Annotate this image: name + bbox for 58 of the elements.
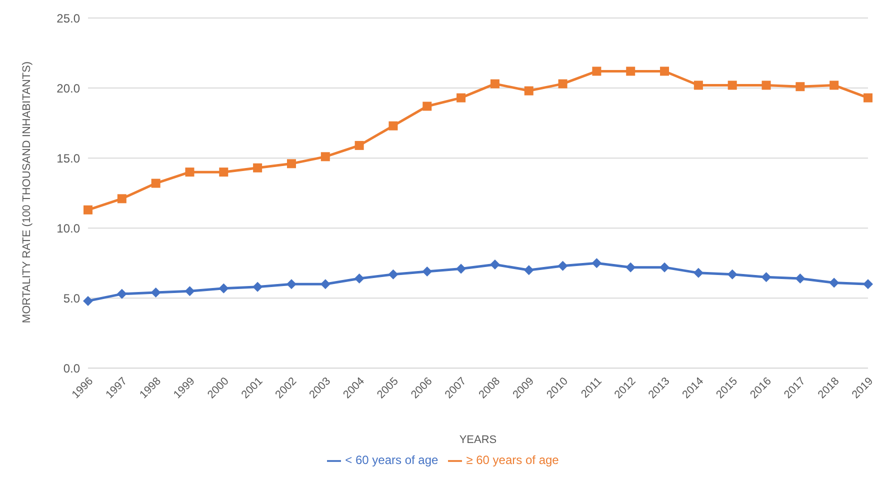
y-tick-label: 5.0 — [63, 291, 80, 306]
point — [863, 279, 873, 290]
point — [830, 80, 839, 90]
point — [252, 282, 263, 292]
point — [728, 80, 737, 90]
y-tick-label: 10.0 — [56, 221, 80, 236]
point — [253, 163, 262, 172]
point — [456, 93, 466, 102]
point — [320, 152, 330, 162]
point — [117, 194, 126, 204]
point — [150, 288, 161, 298]
point — [524, 86, 534, 96]
y-tick-label: 25.0 — [56, 11, 80, 26]
point — [219, 168, 228, 177]
point — [626, 262, 636, 272]
point — [185, 168, 194, 177]
y-tick-label: 15.0 — [56, 151, 80, 166]
y-axis-title: MORTALITY RATE (100 THOUSAND INHABITANTS) — [20, 61, 33, 324]
point — [490, 260, 500, 270]
point — [592, 66, 602, 76]
point — [660, 66, 670, 76]
point — [694, 80, 703, 90]
point — [762, 80, 771, 90]
point — [558, 260, 568, 271]
point — [796, 82, 805, 92]
point — [286, 159, 296, 168]
point — [388, 269, 398, 280]
point — [795, 274, 806, 284]
point — [116, 288, 127, 299]
point — [592, 258, 602, 268]
point — [184, 286, 195, 296]
point — [354, 140, 364, 150]
y-tick-label: 20.0 — [56, 81, 80, 96]
legend-label: < 60 years of age — [345, 453, 438, 468]
point — [286, 279, 296, 290]
point — [388, 121, 398, 130]
point — [320, 279, 330, 290]
y-tick-label: 0.0 — [63, 361, 80, 376]
point — [727, 269, 738, 280]
point — [218, 283, 229, 294]
point — [864, 93, 872, 102]
point — [151, 178, 160, 188]
point — [660, 262, 670, 272]
legend-label: ≥ 60 years of age — [466, 453, 559, 468]
point — [422, 266, 432, 277]
point — [626, 66, 636, 76]
point — [490, 79, 500, 88]
point — [829, 278, 840, 288]
point — [524, 265, 534, 276]
point — [693, 268, 704, 278]
x-axis-title: YEARS — [459, 434, 497, 446]
point — [558, 79, 568, 88]
point — [456, 264, 466, 274]
point — [83, 296, 93, 306]
point — [422, 102, 432, 111]
point — [84, 205, 92, 214]
point — [761, 272, 772, 282]
point — [354, 274, 364, 284]
